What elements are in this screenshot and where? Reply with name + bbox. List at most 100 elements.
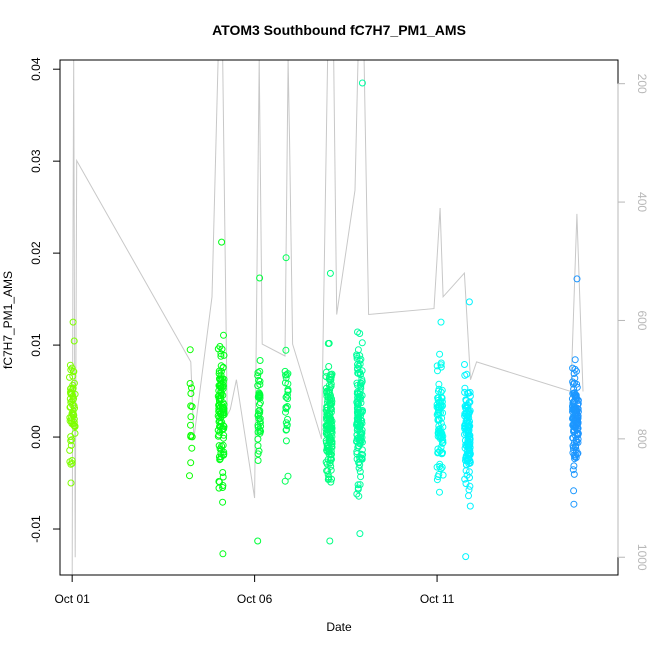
data-point <box>354 328 361 336</box>
data-point <box>70 418 78 426</box>
y-axis-label: fC7H7_PM1_AMS <box>1 271 15 369</box>
data-point <box>282 346 290 354</box>
data-point <box>70 411 78 419</box>
data-point <box>218 238 226 246</box>
data-point <box>354 346 362 354</box>
data-point <box>66 417 74 425</box>
data-point <box>69 318 77 326</box>
data-point <box>438 386 446 394</box>
y2-tick-label: 800 <box>635 429 649 449</box>
data-point <box>68 459 76 467</box>
data-point <box>219 411 227 419</box>
data-point <box>255 376 263 384</box>
data-point <box>435 471 443 478</box>
data-point <box>569 413 577 421</box>
data-point <box>434 367 441 375</box>
data-point <box>466 474 473 482</box>
data-point <box>67 403 74 411</box>
data-point <box>435 385 443 393</box>
data-point <box>71 423 79 431</box>
data-point <box>354 444 362 452</box>
pressure-line <box>71 59 584 576</box>
data-point <box>218 442 226 450</box>
data-point <box>434 396 442 404</box>
data-point <box>256 368 264 375</box>
y2-tick-label: 600 <box>635 310 649 330</box>
data-point <box>569 466 577 474</box>
points-layer <box>66 79 582 561</box>
data-point <box>572 437 580 444</box>
data-point <box>70 368 78 376</box>
data-point <box>219 473 227 481</box>
data-point <box>323 442 331 449</box>
data-point <box>466 398 474 406</box>
data-point <box>66 446 74 454</box>
data-point <box>254 457 262 464</box>
data-point <box>355 464 363 472</box>
data-point <box>256 274 264 282</box>
data-point <box>69 384 77 392</box>
data-point <box>254 372 262 380</box>
data-point <box>356 530 364 538</box>
data-point <box>357 473 365 481</box>
data-point <box>220 331 227 339</box>
data-point <box>324 340 332 347</box>
data-point <box>254 382 262 390</box>
data-point <box>327 462 335 470</box>
data-point <box>571 356 579 364</box>
y-tick-label: 0.02 <box>29 241 43 265</box>
data-point <box>570 470 578 478</box>
data-point <box>220 407 228 415</box>
data-point <box>68 364 76 372</box>
data-point <box>435 411 443 419</box>
data-point <box>464 406 472 414</box>
data-point <box>461 437 469 444</box>
data-point <box>465 426 473 434</box>
data-point <box>325 475 333 483</box>
data-point <box>219 385 227 393</box>
data-point <box>215 478 223 485</box>
data-point <box>217 371 225 379</box>
plot-frame <box>59 59 619 576</box>
data-point <box>570 500 578 508</box>
data-point <box>284 380 292 388</box>
data-point <box>573 275 581 283</box>
y-tick-label: 0.01 <box>29 333 43 357</box>
data-point <box>462 480 470 488</box>
y2-tick-label: 1000 <box>635 544 649 571</box>
data-point <box>464 450 472 458</box>
data-point <box>282 403 290 411</box>
data-point <box>254 435 262 443</box>
data-point <box>355 392 363 400</box>
data-point <box>70 379 78 387</box>
data-point <box>327 466 335 474</box>
data-point <box>354 381 361 389</box>
data-point <box>256 415 264 423</box>
data-point <box>215 395 223 403</box>
data-point <box>461 422 469 430</box>
data-point <box>328 455 335 463</box>
data-point <box>69 396 77 404</box>
data-point <box>325 363 333 370</box>
data-point <box>284 395 292 403</box>
data-point <box>462 441 470 449</box>
data-point <box>188 403 196 411</box>
data-point <box>437 465 445 473</box>
data-point <box>434 448 442 456</box>
data-point <box>436 488 443 496</box>
data-point <box>188 444 196 452</box>
data-point <box>325 389 333 397</box>
data-point <box>327 376 335 384</box>
data-point <box>327 405 335 413</box>
data-point <box>255 447 263 455</box>
data-point <box>69 381 77 389</box>
data-point <box>67 437 75 445</box>
data-point <box>283 422 291 430</box>
data-point <box>570 462 578 470</box>
data-point <box>282 437 290 445</box>
data-point <box>463 461 470 469</box>
data-point <box>573 450 581 458</box>
data-point <box>574 412 582 420</box>
data-point <box>68 436 76 444</box>
data-point <box>326 397 334 405</box>
